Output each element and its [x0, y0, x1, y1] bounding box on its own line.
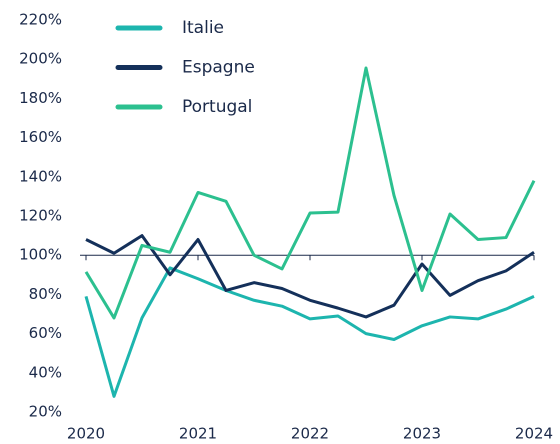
legend-label: Espagne: [182, 58, 255, 78]
y-tick-label: 220%: [19, 11, 62, 29]
y-tick-label: 100%: [19, 246, 62, 264]
y-tick-label: 60%: [29, 324, 62, 342]
x-tick-label: 2020: [67, 425, 105, 443]
legend-label: Italie: [182, 18, 224, 38]
y-tick-label: 120%: [19, 207, 62, 225]
y-tick-label: 80%: [29, 285, 62, 303]
legend-label: Portugal: [182, 97, 252, 117]
line-series: [84, 66, 536, 320]
x-tick-label: 2021: [179, 425, 217, 443]
line-series: [85, 234, 535, 319]
line-series: [84, 266, 535, 398]
y-tick-label: 200%: [19, 50, 62, 68]
y-tick-label: 20%: [29, 403, 62, 421]
y-tick-label: 40%: [29, 363, 62, 381]
y-tick-label: 180%: [19, 89, 62, 107]
x-tick-label: 2024: [515, 425, 553, 443]
x-tick-label: 2022: [291, 425, 329, 443]
y-tick-label: 140%: [19, 167, 62, 185]
y-tick-label: 160%: [19, 128, 62, 146]
x-tick-label: 2023: [403, 425, 441, 443]
